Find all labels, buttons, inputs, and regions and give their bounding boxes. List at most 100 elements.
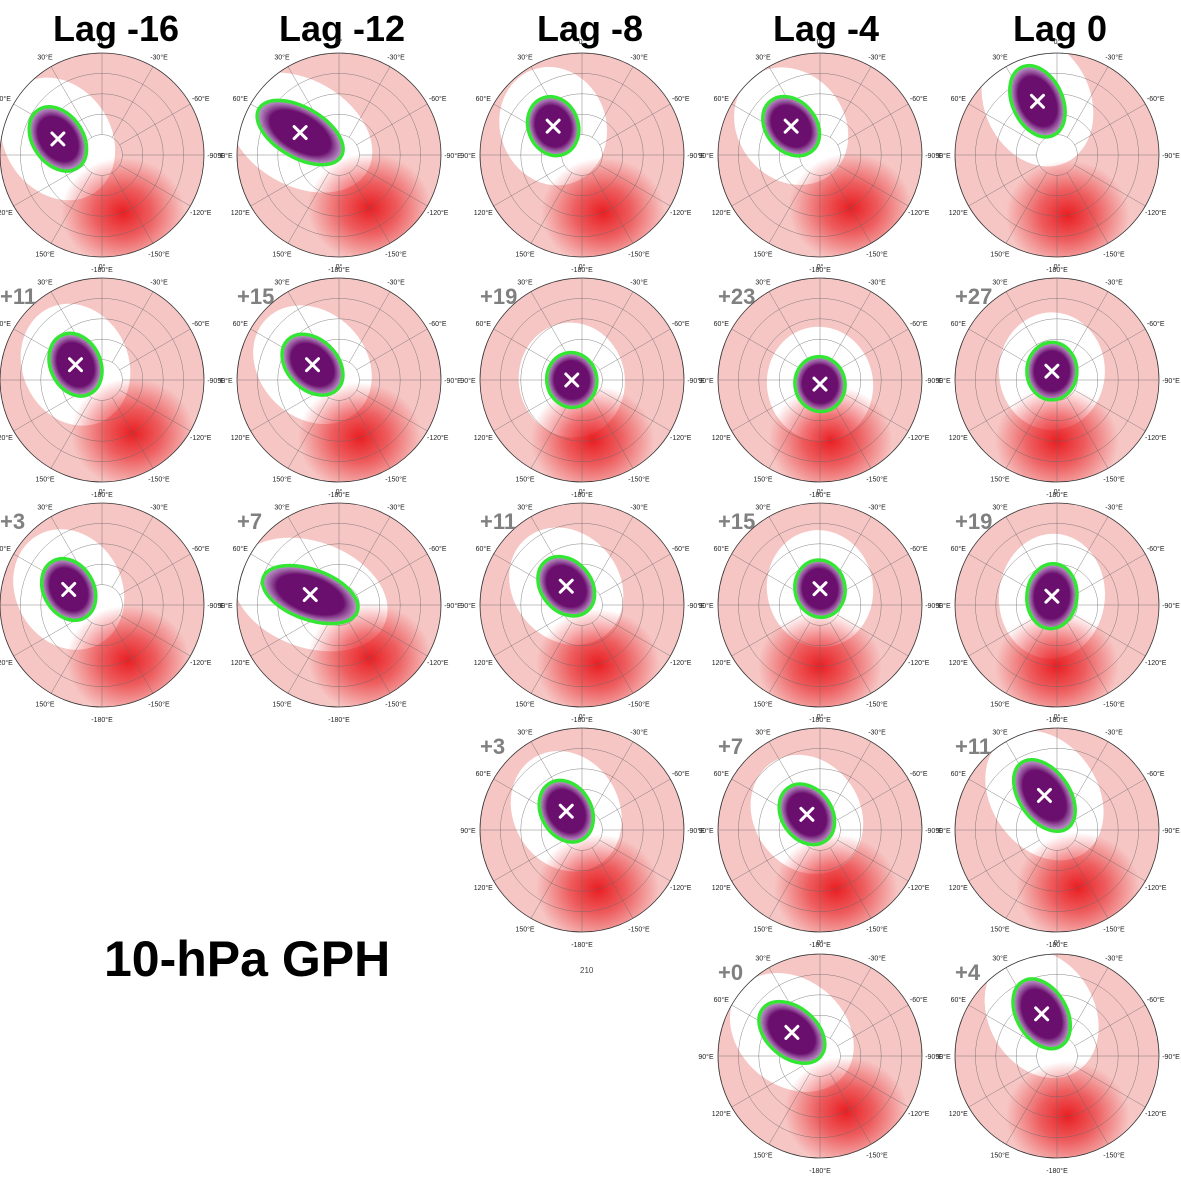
meridian-line xyxy=(356,165,428,207)
vortex-center-marker xyxy=(1044,363,1060,379)
longitude-label: -180°E xyxy=(1046,941,1068,949)
longitude-label: -30°E xyxy=(1105,954,1123,962)
meridian-line xyxy=(119,165,191,207)
map-boundary xyxy=(236,502,442,708)
longitude-label: 60°E xyxy=(233,95,249,103)
longitude-label: 150°E xyxy=(990,926,1009,934)
longitude-label: -180°E xyxy=(1046,491,1068,499)
meridian-line xyxy=(1074,390,1146,432)
longitude-label: -60°E xyxy=(910,95,928,103)
longitude-label: 150°E xyxy=(753,1152,772,1160)
longitude-label: 30°E xyxy=(274,53,290,61)
vortex-center-marker xyxy=(302,587,318,603)
polar-map-panel: 0° -30°E -60°E -90°E -120°E -150°E -180°E 150°E… xyxy=(698,263,943,499)
longitude-label: 120°E xyxy=(949,884,968,892)
meridian-line xyxy=(13,390,85,432)
longitude-label: -180°E xyxy=(91,491,113,499)
meridian-line xyxy=(968,390,1040,432)
map-boundary xyxy=(0,277,205,483)
meridian-line xyxy=(1005,1073,1047,1145)
meridian-line xyxy=(592,291,634,363)
meridian-line xyxy=(1005,397,1047,469)
longitude-label: 150°E xyxy=(990,1152,1009,1160)
meridian-line xyxy=(837,103,909,145)
meridian-line xyxy=(837,553,909,595)
longitude-label: 0° xyxy=(817,263,824,271)
lag-label: +7 xyxy=(237,509,263,534)
longitude-label: 60°E xyxy=(951,996,967,1004)
longitude-label: -90°E xyxy=(925,602,943,610)
longitude-label: 90°E xyxy=(935,152,951,160)
meridian-line xyxy=(287,622,329,694)
longitude-label: -90°E xyxy=(925,827,943,835)
figure-title: 10-hPa GPH xyxy=(104,931,391,987)
longitude-label: 30°E xyxy=(517,503,533,511)
longitude-label: -90°E xyxy=(687,827,705,835)
meridian-line xyxy=(287,397,329,469)
meridian-line xyxy=(599,840,671,882)
longitude-label: 60°E xyxy=(233,545,249,553)
meridian-line xyxy=(250,390,322,432)
longitude-label: -120°E xyxy=(427,434,449,442)
longitude-label: 30°E xyxy=(755,954,771,962)
meridian-line xyxy=(968,840,1040,882)
longitude-label: -60°E xyxy=(1147,770,1165,778)
meridian-line xyxy=(830,172,872,244)
lag-label: +7 xyxy=(718,734,744,759)
longitude-label: 150°E xyxy=(753,476,772,484)
polar-map-panel: 0° -30°E -60°E -90°E -120°E -150°E -180°E 150°E… xyxy=(935,488,1180,724)
polar-map-panel: 0° -30°E -60°E -90°E -120°E -150°E -180°E 150°E… xyxy=(935,713,1180,949)
longitude-label: -180°E xyxy=(809,716,831,724)
map-boundary xyxy=(717,953,923,1159)
longitude-label: 120°E xyxy=(231,434,250,442)
meridian-line xyxy=(1074,103,1146,145)
longitude-label: -60°E xyxy=(672,545,690,553)
longitude-label: 120°E xyxy=(712,209,731,217)
longitude-label: -90°E xyxy=(925,377,943,385)
longitude-label: -150°E xyxy=(1103,476,1125,484)
longitude-label: -30°E xyxy=(868,954,886,962)
vortex-center-marker xyxy=(545,118,561,134)
meridian-line xyxy=(830,741,872,813)
longitude-label: 90°E xyxy=(698,377,714,385)
longitude-label: 90°E xyxy=(935,1053,951,1061)
longitude-label: 150°E xyxy=(515,251,534,259)
longitude-label: 150°E xyxy=(990,476,1009,484)
meridian-line xyxy=(592,397,634,469)
meridian-line xyxy=(112,516,154,588)
longitude-label: -90°E xyxy=(207,602,225,610)
longitude-label: 30°E xyxy=(992,53,1008,61)
polar-map-panel: 0° -30°E -60°E -90°E -120°E -150°E -180°E 150°E… xyxy=(698,38,943,274)
meridian-line xyxy=(968,615,1040,657)
longitude-label: -120°E xyxy=(908,209,930,217)
meridian-line xyxy=(1005,172,1047,244)
longitude-label: 0° xyxy=(1054,488,1061,496)
polar-map-panel: 0° -30°E -60°E -90°E -120°E -150°E -180°E 150°E… xyxy=(460,713,705,949)
meridian-line xyxy=(112,291,154,363)
meridian-line xyxy=(349,66,391,138)
meridian-line xyxy=(968,103,1040,145)
longitude-label: -180°E xyxy=(571,941,593,949)
map-boundary xyxy=(479,502,685,708)
meridian-line xyxy=(119,328,191,370)
vortex-center-marker xyxy=(812,581,828,597)
longitude-label: -180°E xyxy=(1046,266,1068,274)
longitude-label: 90°E xyxy=(460,602,476,610)
meridian-line xyxy=(50,397,92,469)
meridian-line xyxy=(837,328,909,370)
meridian-line xyxy=(1067,172,1109,244)
meridian-line xyxy=(592,847,634,919)
longitude-label: 0° xyxy=(1054,263,1061,271)
longitude-label: 90°E xyxy=(698,827,714,835)
meridian-line xyxy=(1074,840,1146,882)
lag-label: +4 xyxy=(955,960,981,985)
longitude-label: 90°E xyxy=(217,152,233,160)
longitude-label: -30°E xyxy=(868,278,886,286)
polar-map-panel: 0° -30°E -60°E -90°E -120°E -150°E -180°E 150°E… xyxy=(935,38,1180,274)
longitude-label: 120°E xyxy=(949,434,968,442)
meridian-line xyxy=(530,397,572,469)
longitude-label: -90°E xyxy=(444,377,462,385)
meridian-line xyxy=(830,66,872,138)
meridian-line xyxy=(349,622,391,694)
longitude-label: -120°E xyxy=(670,209,692,217)
